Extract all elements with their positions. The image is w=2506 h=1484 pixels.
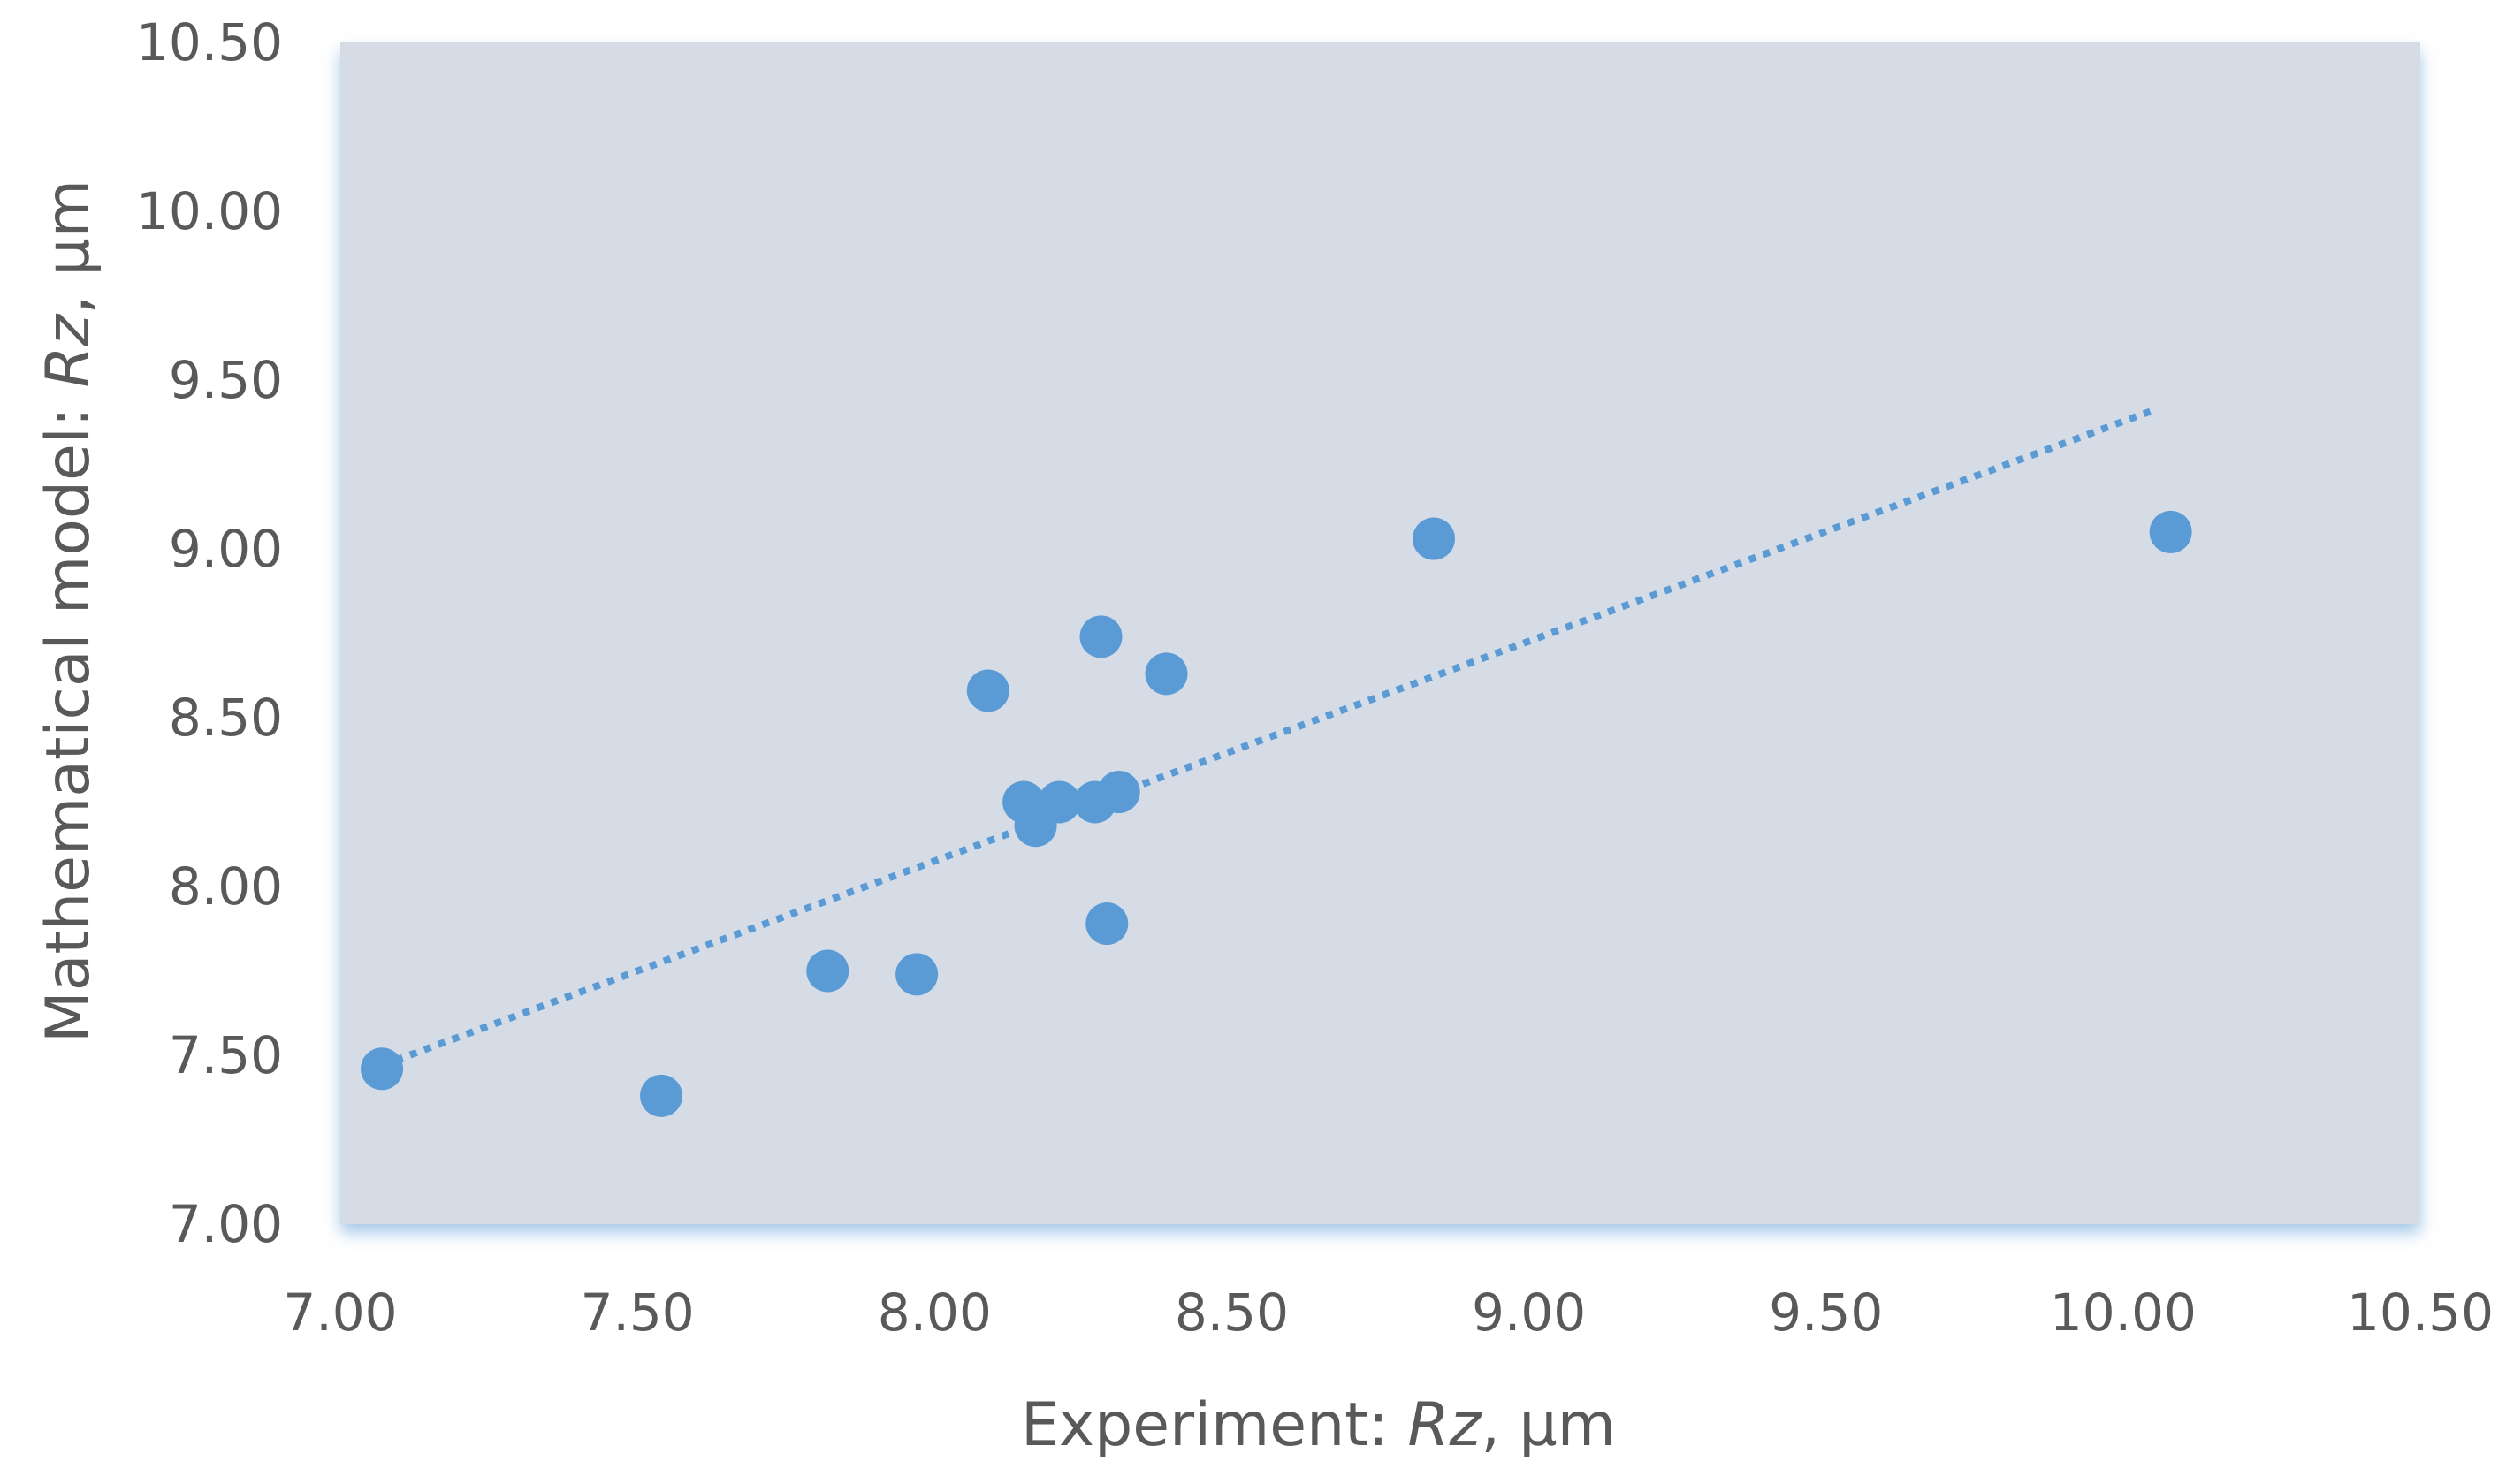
x-axis-title-suffix: , µm: [1481, 1390, 1616, 1460]
y-axis: 7.00 7.50 8.00 8.50 9.00 9.50 10.00 10.50: [136, 12, 283, 1254]
x-tick-label: 8.50: [1175, 1282, 1289, 1343]
y-tick-label: 8.50: [169, 688, 283, 748]
x-tick-label: 8.00: [878, 1282, 992, 1343]
y-tick-label: 9.50: [169, 350, 283, 410]
data-point: [640, 1074, 683, 1117]
y-tick-label: 8.00: [169, 856, 283, 917]
x-tick-label: 9.50: [1769, 1282, 1883, 1343]
y-tick-label: 9.00: [169, 519, 283, 579]
y-tick-label: 7.50: [169, 1025, 283, 1085]
data-point: [1097, 771, 1140, 814]
y-axis-title-prefix: Mathematical model:: [34, 388, 103, 1043]
data-point: [2149, 510, 2192, 553]
data-point: [361, 1047, 404, 1091]
x-tick-label: 7.50: [581, 1282, 695, 1343]
x-tick-label: 9.00: [1472, 1282, 1586, 1343]
y-tick-label: 7.00: [169, 1194, 283, 1254]
x-tick-label: 10.00: [2050, 1282, 2197, 1343]
plot-area: [340, 42, 2420, 1224]
data-point: [1413, 517, 1456, 560]
data-point: [1038, 780, 1081, 824]
y-axis-title-suffix: , µm: [34, 179, 103, 315]
x-tick-label: 10.50: [2347, 1282, 2494, 1343]
data-point: [806, 949, 849, 993]
data-points: [361, 510, 2192, 1117]
y-tick-label: 10.00: [136, 181, 283, 241]
y-axis-title-variable: Rz: [34, 313, 103, 387]
data-point: [1085, 902, 1129, 946]
data-point: [895, 953, 939, 996]
data-point: [1145, 652, 1188, 696]
x-axis-title-variable: Rz: [1407, 1390, 1482, 1460]
x-axis-title: Experiment: Rz, µm: [1021, 1390, 1616, 1460]
data-point: [966, 669, 1009, 712]
x-axis: 7.00 7.50 8.00 8.50 9.00 9.50 10.00 10.50: [283, 1282, 2494, 1343]
y-tick-label: 10.50: [136, 12, 283, 72]
data-point: [1079, 615, 1123, 658]
x-tick-label: 7.00: [283, 1282, 397, 1343]
x-axis-title-prefix: Experiment:: [1021, 1390, 1407, 1460]
y-axis-title: Mathematical model: Rz, µm: [34, 179, 103, 1043]
